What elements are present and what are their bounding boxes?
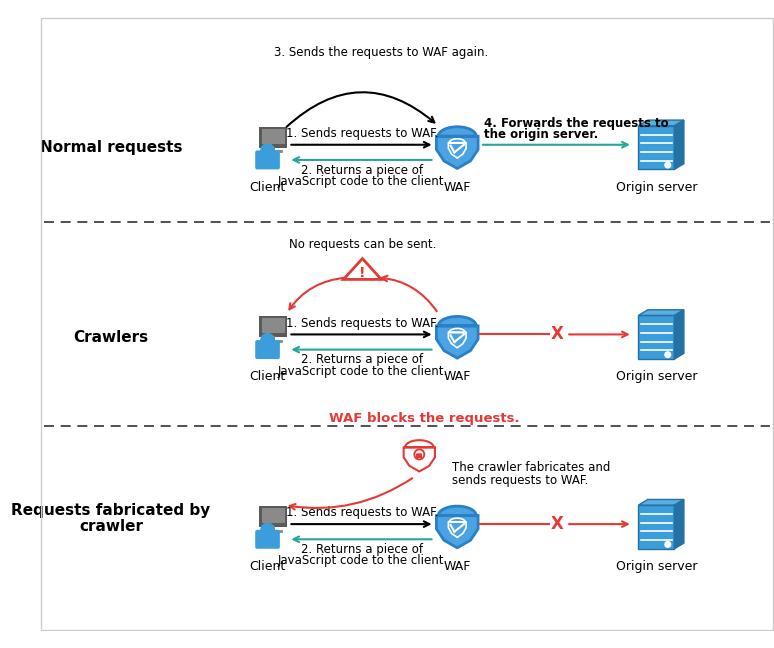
Circle shape: [261, 144, 274, 157]
Text: 3. Sends the requests to WAF again.: 3. Sends the requests to WAF again.: [274, 47, 488, 60]
Text: JavaScript code to the client.: JavaScript code to the client.: [277, 175, 447, 188]
FancyBboxPatch shape: [639, 126, 674, 169]
Text: 1. Sends requests to WAF.: 1. Sends requests to WAF.: [286, 506, 439, 519]
Circle shape: [665, 162, 670, 168]
FancyBboxPatch shape: [259, 127, 287, 148]
FancyBboxPatch shape: [639, 505, 674, 549]
Text: JavaScript code to the client.: JavaScript code to the client.: [277, 555, 447, 568]
Polygon shape: [344, 259, 382, 279]
Text: !: !: [359, 266, 365, 280]
Polygon shape: [437, 127, 478, 168]
Text: Client: Client: [249, 560, 286, 573]
Text: the origin server.: the origin server.: [484, 128, 598, 141]
FancyBboxPatch shape: [262, 129, 285, 144]
Text: Normal requests: Normal requests: [39, 140, 183, 155]
Text: Origin server: Origin server: [615, 371, 697, 384]
Text: 1. Sends requests to WAF.: 1. Sends requests to WAF.: [286, 127, 439, 140]
Text: JavaScript code to the client.: JavaScript code to the client.: [277, 365, 447, 378]
FancyBboxPatch shape: [259, 316, 287, 337]
Text: 4. Forwards the requests to: 4. Forwards the requests to: [484, 117, 669, 130]
Circle shape: [261, 334, 274, 347]
FancyBboxPatch shape: [262, 508, 285, 523]
Circle shape: [665, 542, 670, 548]
Polygon shape: [437, 506, 478, 548]
FancyBboxPatch shape: [639, 316, 674, 359]
Polygon shape: [674, 120, 684, 169]
FancyBboxPatch shape: [255, 150, 280, 169]
Circle shape: [261, 523, 274, 537]
Polygon shape: [639, 500, 684, 505]
FancyBboxPatch shape: [255, 340, 280, 359]
Text: 2. Returns a piece of: 2. Returns a piece of: [301, 164, 423, 177]
Text: No requests can be sent.: No requests can be sent.: [289, 238, 436, 251]
Text: X: X: [550, 325, 563, 343]
FancyBboxPatch shape: [255, 530, 280, 549]
Polygon shape: [437, 316, 478, 358]
Text: Origin server: Origin server: [615, 560, 697, 573]
Text: WAF: WAF: [444, 371, 471, 384]
Text: sends requests to WAF.: sends requests to WAF.: [453, 474, 589, 487]
FancyBboxPatch shape: [416, 454, 422, 458]
Polygon shape: [639, 310, 684, 316]
Text: crawler: crawler: [79, 520, 143, 535]
Text: Crawlers: Crawlers: [74, 330, 149, 345]
Text: WAF blocks the requests.: WAF blocks the requests.: [329, 413, 519, 426]
FancyBboxPatch shape: [262, 318, 285, 334]
Text: 1. Sends requests to WAF.: 1. Sends requests to WAF.: [286, 317, 439, 330]
Polygon shape: [674, 500, 684, 549]
Polygon shape: [674, 310, 684, 359]
Text: The crawler fabricates and: The crawler fabricates and: [453, 461, 611, 474]
Text: X: X: [550, 515, 563, 533]
Circle shape: [665, 352, 670, 358]
Text: WAF: WAF: [444, 181, 471, 194]
Text: WAF: WAF: [444, 560, 471, 573]
Polygon shape: [404, 440, 435, 472]
Text: Requests fabricated by: Requests fabricated by: [12, 503, 211, 518]
Text: Client: Client: [249, 371, 286, 384]
Text: Origin server: Origin server: [615, 181, 697, 194]
Text: Client: Client: [249, 181, 286, 194]
Text: 2. Returns a piece of: 2. Returns a piece of: [301, 543, 423, 556]
Polygon shape: [639, 120, 684, 126]
FancyBboxPatch shape: [259, 506, 287, 527]
Text: 2. Returns a piece of: 2. Returns a piece of: [301, 353, 423, 366]
